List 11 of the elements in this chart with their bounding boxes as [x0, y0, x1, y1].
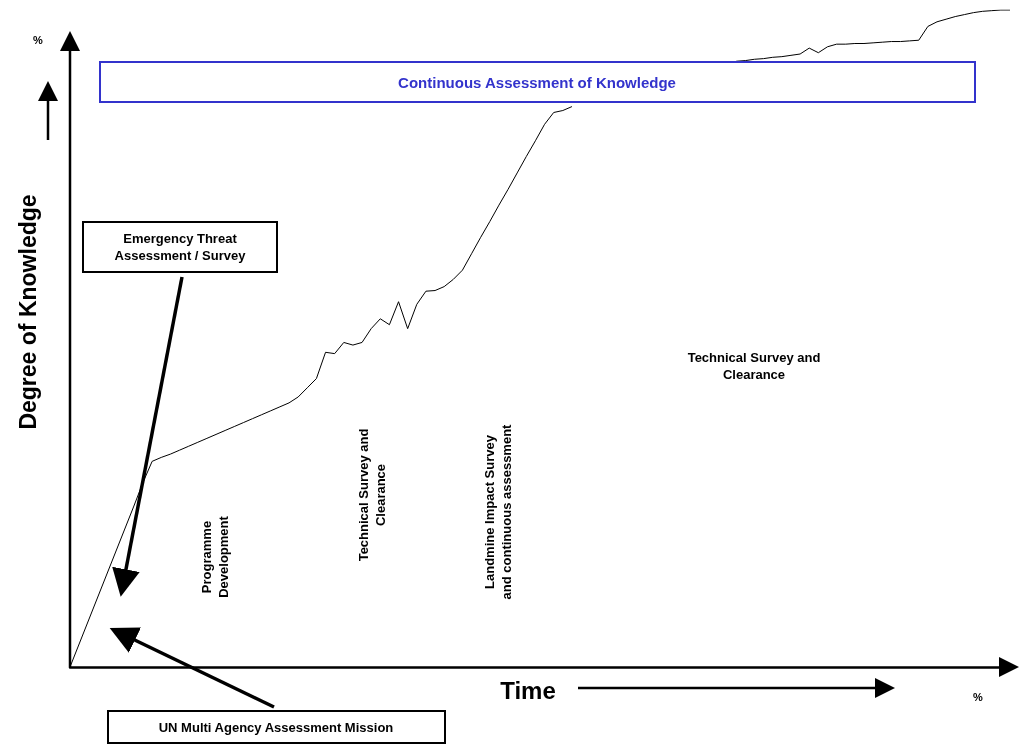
annotation: Continuous Assessment of Knowledge — [398, 73, 676, 91]
text: UN Multi Agency Assessment Mission — [158, 719, 394, 735]
text: % — [33, 34, 44, 46]
annotation: Technical Survey and Clearance — [356, 428, 388, 562]
annotation: Programme Development — [199, 515, 231, 598]
text: % — [973, 691, 984, 703]
y-axis-title: Degree of Knowledge — [15, 194, 41, 430]
annotation: Landmine Impact Survey and continuous assessment — [482, 423, 514, 600]
annotation: Emergency Threat Assessment / Survey — [114, 231, 247, 263]
x-axis-title: Time — [500, 676, 556, 704]
annotation: Technical Survey and Clearance — [687, 350, 821, 382]
